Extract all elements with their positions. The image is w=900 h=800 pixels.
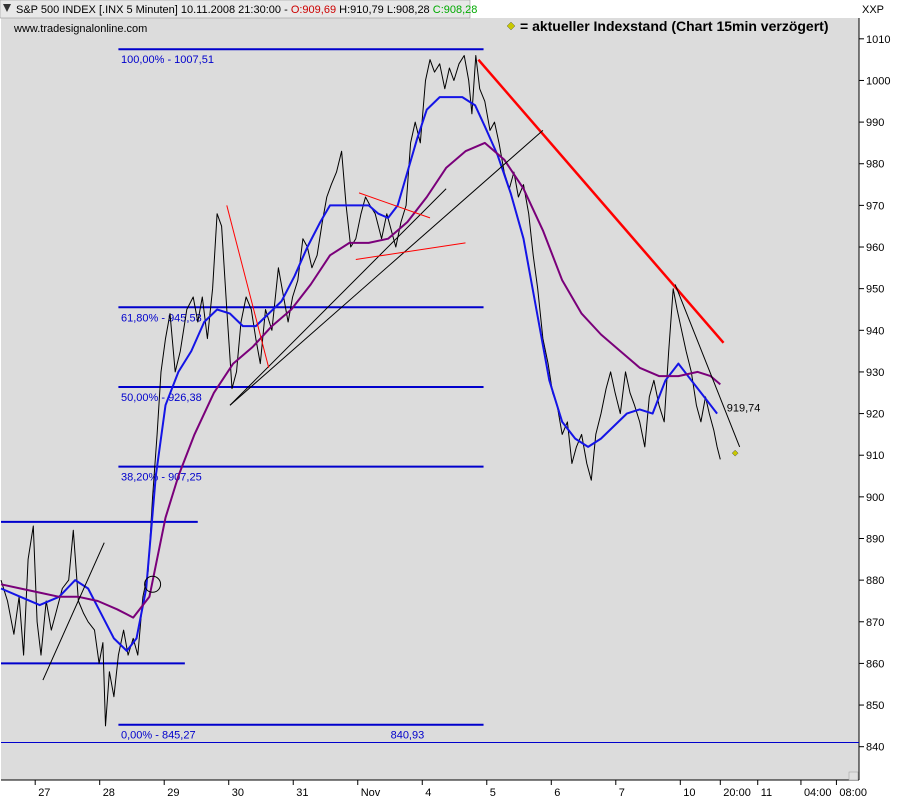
x-tick-label-2: 28	[103, 787, 115, 799]
y-tick-label-970: 970	[866, 200, 884, 212]
x-tick-label-4: 30	[232, 787, 244, 799]
x-tick-label-7: 4	[425, 787, 431, 799]
breakout-circle-marker	[144, 575, 162, 593]
high-value: H:910,79	[339, 4, 384, 16]
series-price	[0, 55, 721, 727]
y-tick-label-900: 900	[866, 492, 884, 504]
x-tick-label-8: 5	[490, 787, 496, 799]
instrument-title: S&P 500 INDEX [.INX 5 Minuten]	[16, 4, 178, 16]
svg-text:S&P 500 INDEX [.INX 5 Minuten: S&P 500 INDEX [.INX 5 Minuten] 10.11.200…	[16, 4, 477, 16]
y-tick-label-840: 840	[866, 742, 884, 754]
x-tick-label-5: 31	[296, 787, 308, 799]
fib-label-4: 38,20% - 907,25	[121, 472, 202, 484]
x-tick-label-1: 27	[38, 787, 50, 799]
header-datetime: 10.11.2008 21:30:00	[181, 4, 281, 16]
trendline-4	[42, 542, 105, 681]
symbol-label: XXP	[862, 4, 884, 16]
header-box	[0, 0, 471, 19]
header-sep: -	[284, 4, 288, 16]
y-tick-label-990: 990	[866, 117, 884, 129]
x-tick-label-11: 10	[683, 787, 695, 799]
y-tick-label-880: 880	[866, 575, 884, 587]
scroll-corner-button[interactable]	[848, 771, 859, 781]
source-url: www.tradesignalonline.com	[13, 23, 147, 35]
trendline-1	[477, 58, 725, 344]
annotation-label-2: 919,74	[727, 402, 761, 414]
legend-text: = aktueller Indexstand (Chart 15min verz…	[520, 18, 828, 34]
x-tick-label-3: 29	[167, 787, 179, 799]
x-tick-label-15: 08:00	[839, 787, 867, 799]
y-tick-label-870: 870	[866, 617, 884, 629]
y-tick-label-910: 910	[866, 450, 884, 462]
y-tick-label-960: 960	[866, 242, 884, 254]
fib-label-2: 61,80% - 945,53	[121, 312, 202, 324]
last-price-marker	[731, 449, 739, 457]
y-tick-label-940: 940	[866, 325, 884, 337]
trendline-6	[226, 205, 270, 368]
y-tick-label-850: 850	[866, 700, 884, 712]
fib-label-1: 100,00% - 1007,51	[121, 54, 214, 66]
current-index-diamond-icon	[506, 21, 516, 31]
trendline-7	[355, 242, 466, 261]
x-tick-label-6: Nov	[361, 787, 381, 799]
y-tick-label-860: 860	[866, 658, 884, 670]
y-tick-label-980: 980	[866, 159, 884, 171]
y-tick-label-1000: 1000	[866, 75, 890, 87]
y-tick-label-890: 890	[866, 533, 884, 545]
fib-label-3: 50,00% - 926,38	[121, 392, 202, 404]
low-value: L:908,28	[387, 4, 430, 16]
open-value: O:909,69	[291, 4, 336, 16]
x-tick-label-13: 11	[761, 787, 772, 799]
x-tick-label-9: 6	[554, 787, 560, 799]
series-ma_slow	[0, 141, 721, 619]
fib-label-5: 0,00% - 845,27	[121, 730, 196, 742]
trendline-8	[358, 192, 431, 219]
trendline-5	[674, 284, 741, 448]
annotation-label-1: 840,93	[391, 729, 425, 741]
y-tick-label-920: 920	[866, 409, 884, 421]
dropdown-triangle-icon[interactable]	[3, 4, 11, 12]
x-tick-label-10: 7	[619, 787, 625, 799]
trendline-3	[229, 130, 544, 406]
y-tick-label-950: 950	[866, 284, 884, 296]
plot-area	[1, 18, 859, 780]
x-tick-label-14: 04:00	[804, 787, 832, 799]
close-value: C:908,28	[433, 4, 478, 16]
series-ma_fast	[0, 96, 718, 652]
x-tick-label-12: 20:00	[723, 787, 751, 799]
trendline-2	[229, 188, 447, 406]
y-tick-label-1010: 1010	[866, 34, 890, 46]
y-tick-label-930: 930	[866, 367, 884, 379]
